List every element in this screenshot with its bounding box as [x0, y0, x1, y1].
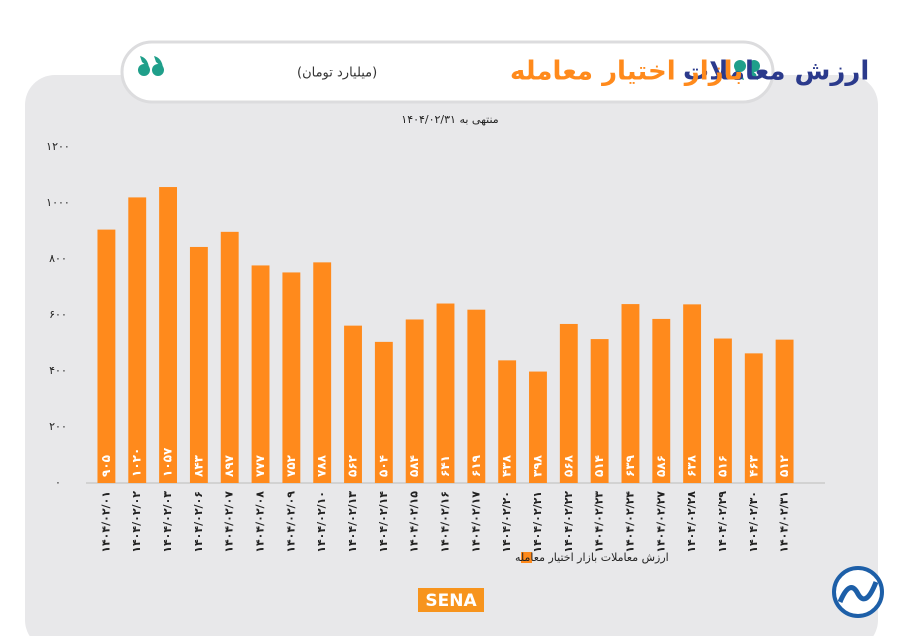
value-label: ۵۱۶: [715, 455, 729, 477]
value-label: ۷۷۷: [253, 454, 267, 477]
bar: [652, 318, 671, 483]
y-tick-label: ۰: [55, 476, 61, 489]
value-label: ۵۱۴: [592, 455, 606, 477]
x-tick-label: ۱۴۰۴/۰۲/۳۰: [747, 491, 760, 553]
x-tick-label: ۱۴۰۴/۰۲/۰۹: [284, 491, 297, 553]
value-label: ۹۰۵: [99, 455, 113, 477]
brand-icon-wave: [837, 581, 879, 603]
logo-box: [418, 588, 484, 612]
bar: [467, 309, 486, 483]
value-label: ۵۱۲: [777, 454, 791, 477]
y-tick-label: ۶۰۰: [49, 308, 67, 321]
value-label: ۱۰۲۰: [130, 448, 144, 477]
bar: [713, 338, 732, 483]
note: منتهی به ۱۴۰۴/۰۲/۳۱: [401, 113, 499, 126]
x-tick-label: ۱۴۰۴/۰۲/۱۴: [377, 491, 390, 553]
x-tick-label: ۱۴۰۴/۰۲/۰۷: [223, 491, 236, 553]
x-tick-label: ۱۴۰۴/۰۲/۰۶: [192, 491, 205, 553]
value-label: ۶۳۹: [623, 454, 637, 477]
x-tick-label: ۱۴۰۴/۰۲/۰۲: [130, 491, 143, 553]
bar: [436, 303, 455, 483]
bar: [529, 371, 547, 483]
y-tick-label: ۱۰۰۰: [46, 196, 70, 209]
x-tick-label: ۱۴۰۴/۰۲/۲۴: [623, 491, 636, 553]
value-label: ۵۶۸: [561, 454, 575, 477]
bar: [775, 339, 794, 483]
y-tick-label: ۱۲۰۰: [46, 140, 70, 153]
value-label: ۸۹۷: [222, 454, 236, 477]
bar: [282, 272, 301, 483]
value-label: ۵۰۴: [376, 455, 390, 477]
x-tick-label: ۱۴۰۴/۰۲/۳۱: [778, 491, 791, 553]
bar: [97, 229, 116, 483]
bar: [559, 323, 578, 483]
x-tick-label: ۱۴۰۴/۰۲/۱۳: [346, 491, 359, 553]
x-tick-label: ۱۴۰۴/۰۲/۲۸: [685, 491, 698, 553]
bar: [313, 262, 332, 483]
value-label: ۷۸۸: [315, 454, 329, 477]
bar: [374, 341, 393, 483]
logo: SENA: [425, 591, 477, 611]
value-label: ۳۹۸: [530, 454, 544, 477]
value-label: ۱۰۵۷: [161, 447, 175, 477]
bar: [621, 304, 640, 483]
bar: [683, 304, 702, 483]
x-tick-label: ۱۴۰۴/۰۲/۲۱: [531, 491, 544, 553]
value-label: ۶۴۱: [438, 455, 452, 477]
x-tick-label: ۱۴۰۴/۰۲/۱۷: [469, 491, 482, 553]
value-label: ۴۶۳: [746, 454, 760, 477]
y-tick-label: ۸۰۰: [49, 252, 67, 265]
bar: [251, 265, 270, 483]
bar: [189, 246, 208, 483]
bar: [498, 360, 517, 483]
value-label: ۶۳۸: [685, 454, 699, 477]
bar: [590, 339, 609, 483]
x-tick-label: ۱۴۰۴/۰۲/۲۷: [654, 491, 667, 553]
bar: [220, 231, 239, 483]
bar: [128, 197, 147, 483]
quote-right: [734, 60, 760, 80]
bar: [405, 319, 424, 483]
value-label: ۵۶۲: [346, 454, 360, 477]
bar: [344, 325, 362, 483]
x-tick-label: ۱۴۰۴/۰۲/۲۰: [500, 491, 513, 553]
legend-swatch: [521, 552, 532, 563]
x-tick-label: ۱۴۰۴/۰۲/۰۸: [254, 491, 267, 553]
value-label: ۴۳۸: [500, 454, 514, 477]
bar: [744, 353, 763, 483]
title-pill: [120, 40, 775, 104]
title-accent: بازار اختیار معامله: [510, 57, 743, 87]
title-main: ارزش معاملات: [683, 57, 869, 87]
value-label: ۸۴۳: [191, 454, 205, 477]
value-label: ۵۸۴: [407, 455, 421, 477]
y-tick-label: ۲۰۰: [49, 420, 67, 433]
x-tick-label: ۱۴۰۴/۰۲/۰۱: [99, 491, 112, 553]
value-label: ۵۸۶: [654, 455, 668, 477]
subtitle: (میلیارد تومان): [297, 66, 377, 81]
value-label: ۶۱۹: [469, 454, 483, 477]
x-tick-label: ۱۴۰۴/۰۲/۱۰: [315, 491, 328, 553]
x-tick-label: ۱۴۰۴/۰۲/۲۹: [716, 491, 729, 553]
legend-label: ارزش معاملات بازار اختیار معامله: [515, 551, 669, 564]
x-tick-label: ۱۴۰۴/۰۲/۲۳: [593, 491, 606, 553]
x-tick-label: ۱۴۰۴/۰۲/۱۶: [439, 491, 452, 553]
value-label: ۷۵۲: [284, 454, 298, 477]
x-tick-label: ۱۴۰۴/۰۲/۱۵: [408, 491, 421, 553]
quote-left: [138, 56, 164, 76]
x-tick-label: ۱۴۰۴/۰۲/۰۳: [161, 491, 174, 553]
y-tick-label: ۴۰۰: [49, 364, 67, 377]
bar: [159, 187, 178, 484]
x-tick-label: ۱۴۰۴/۰۲/۲۲: [562, 491, 575, 553]
